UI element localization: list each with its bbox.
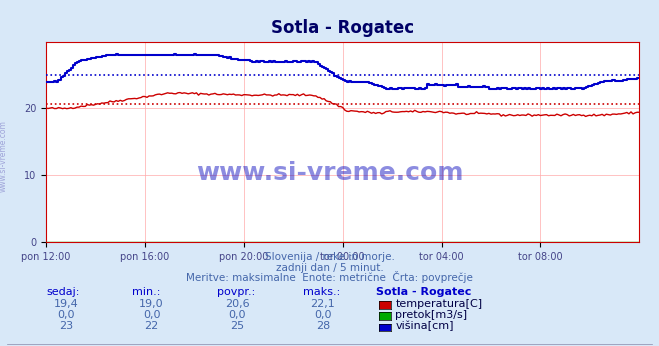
Text: višina[cm]: višina[cm]: [395, 321, 454, 331]
Text: 0,0: 0,0: [229, 310, 246, 320]
Text: 22,1: 22,1: [310, 299, 335, 309]
Text: Meritve: maksimalne  Enote: metrične  Črta: povprečje: Meritve: maksimalne Enote: metrične Črta…: [186, 271, 473, 283]
Text: www.si-vreme.com: www.si-vreme.com: [196, 161, 463, 185]
Text: 20,6: 20,6: [225, 299, 250, 309]
Title: Sotla - Rogatec: Sotla - Rogatec: [271, 19, 415, 37]
Text: maks.:: maks.:: [303, 287, 341, 297]
Text: 28: 28: [316, 321, 330, 331]
Text: sedaj:: sedaj:: [46, 287, 80, 297]
Text: zadnji dan / 5 minut.: zadnji dan / 5 minut.: [275, 263, 384, 273]
Text: 22: 22: [144, 321, 159, 331]
Text: temperatura[C]: temperatura[C]: [395, 299, 482, 309]
Text: 23: 23: [59, 321, 73, 331]
Text: 25: 25: [230, 321, 244, 331]
Text: 19,4: 19,4: [53, 299, 78, 309]
Text: min.:: min.:: [132, 287, 160, 297]
Text: 0,0: 0,0: [314, 310, 331, 320]
Text: 0,0: 0,0: [57, 310, 74, 320]
Text: www.si-vreme.com: www.si-vreme.com: [0, 120, 8, 192]
Text: pretok[m3/s]: pretok[m3/s]: [395, 310, 467, 320]
Text: 19,0: 19,0: [139, 299, 164, 309]
Text: Slovenija / reke in morje.: Slovenija / reke in morje.: [264, 252, 395, 262]
Text: povpr.:: povpr.:: [217, 287, 256, 297]
Text: Sotla - Rogatec: Sotla - Rogatec: [376, 287, 471, 297]
Text: 0,0: 0,0: [143, 310, 160, 320]
